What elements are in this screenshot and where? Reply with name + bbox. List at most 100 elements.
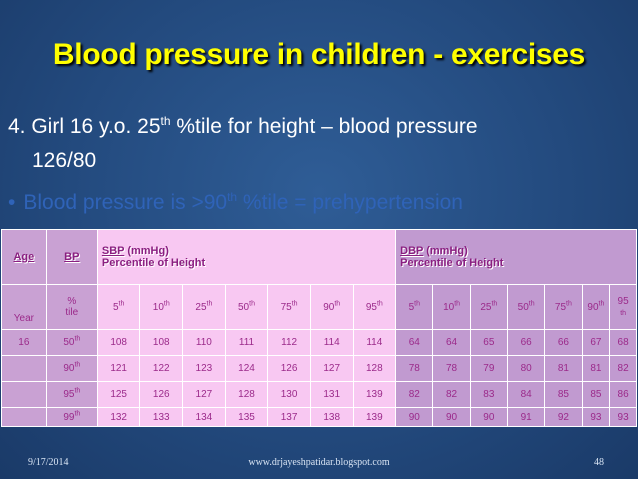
dbp-height-pct-75: 75th: [544, 284, 583, 330]
dbp-cell: 80: [506, 355, 546, 382]
dbp-cell: 65: [469, 329, 508, 356]
percentile-label: % tile: [45, 284, 98, 330]
sbp-cell: 126: [139, 381, 184, 408]
answer-text: Blood pressure is >90: [23, 191, 228, 214]
dbp-cell: 66: [506, 329, 546, 356]
sbp-cell: 135: [224, 407, 269, 427]
dbp-cell: 64: [432, 329, 471, 356]
bp-percentile-cell: 50th: [45, 329, 98, 356]
dbp-cell: 93: [609, 407, 637, 427]
height-pct-75: 75th: [267, 284, 311, 330]
age-cell: [1, 355, 47, 382]
dbp-cell: 92: [544, 407, 583, 427]
sbp-cell: 139: [352, 407, 397, 427]
dbp-cell: 64: [395, 329, 434, 356]
sbp-cell: 111: [224, 329, 269, 356]
sbp-cell: 127: [309, 355, 354, 382]
bp-percentile-cell: 90th: [45, 355, 98, 382]
bp-table: Age BP SBP (mmHg) Percentile of Height DB…: [1, 229, 637, 427]
age-cell: [1, 407, 47, 427]
height-pct-5: 5th: [96, 284, 141, 330]
dbp-cell: 67: [581, 329, 611, 356]
year-label: Year: [1, 284, 47, 330]
sbp-cell: 131: [309, 381, 354, 408]
dbp-cell: 91: [506, 407, 546, 427]
dbp-cell: 84: [506, 381, 546, 408]
exercise-line: 4. Girl 16 y.o. 25th %tile for height – …: [8, 112, 636, 142]
height-pct-10: 10th: [139, 284, 184, 330]
sbp-cell: 121: [96, 355, 141, 382]
sbp-cell: 112: [267, 329, 311, 356]
table-row: 99th 132 133 134 135 137 138 139 90 90 90 91 92 93 93: [1, 407, 637, 427]
sbp-cell: 123: [182, 355, 226, 382]
exercise-sup: th: [160, 114, 171, 128]
dbp-cell: 93: [581, 407, 611, 427]
dbp-cell: 81: [581, 355, 611, 382]
exercise-text-rest: %tile for height – blood pressure: [170, 115, 478, 138]
sbp-cell: 122: [139, 355, 184, 382]
dbp-height-pct-90: 90th: [581, 284, 611, 330]
sbp-cell: 124: [224, 355, 269, 382]
age-header: Age: [1, 229, 47, 285]
footer-date: 9/17/2014: [28, 457, 69, 468]
sbp-cell: 139: [352, 381, 397, 408]
dbp-cell: 82: [395, 381, 434, 408]
height-pct-90: 90th: [309, 284, 354, 330]
dbp-height-pct-25: 25th: [469, 284, 508, 330]
sbp-header: SBP (mmHg) Percentile of Height: [96, 229, 397, 285]
sbp-cell: 127: [182, 381, 226, 408]
slide-title: Blood pressure in children - exercises: [52, 38, 586, 71]
footer-url: www.drjayeshpatidar.blogspot.com: [248, 457, 390, 468]
bp-percentile-cell: 95th: [45, 381, 98, 408]
bp-percentile-cell: 99th: [45, 407, 98, 427]
dbp-height-pct-5: 5th: [395, 284, 434, 330]
dbp-cell: 81: [544, 355, 583, 382]
exercise-text: 4. Girl 16 y.o. 25: [8, 115, 161, 138]
sbp-cell: 125: [96, 381, 141, 408]
sbp-cell: 132: [96, 407, 141, 427]
table-row: 90th 121 122 123 124 126 127 128 78 78 79 80 81 81 82: [1, 355, 637, 382]
sbp-cell: 128: [224, 381, 269, 408]
age-cell: 16: [1, 329, 47, 356]
table-row: 95th 125 126 127 128 130 131 139 82 82 83 84 85 85 86: [1, 381, 637, 408]
dbp-cell: 78: [395, 355, 434, 382]
dbp-cell: 82: [432, 381, 471, 408]
sbp-cell: 126: [267, 355, 311, 382]
sbp-cell: 133: [139, 407, 184, 427]
answer-text-rest: %tile = prehypertension: [237, 191, 463, 214]
dbp-cell: 78: [432, 355, 471, 382]
dbp-cell: 90: [432, 407, 471, 427]
dbp-cell: 66: [544, 329, 583, 356]
exercise-bp-value: 126/80: [32, 149, 97, 172]
sbp-cell: 114: [309, 329, 354, 356]
table-header-row: Age BP SBP (mmHg) Percentile of Height DB…: [1, 229, 637, 285]
answer-line: • Blood pressure is >90th %tile = prehype…: [8, 190, 463, 216]
page-number: 48: [594, 457, 604, 468]
age-cell: [1, 381, 47, 408]
answer-sup: th: [227, 190, 238, 204]
dbp-cell: 79: [469, 355, 508, 382]
table-row: 16 50th 108 108 110 111 112 114 114 64 64 65 66 66 67 6…: [1, 329, 637, 356]
dbp-height-pct-50: 50th: [506, 284, 546, 330]
dbp-cell: 68: [609, 329, 637, 356]
sbp-cell: 134: [182, 407, 226, 427]
sbp-cell: 110: [182, 329, 226, 356]
table-subheader-row: Year % tile 5th 10th 25th 50th 75th 90th …: [1, 284, 637, 330]
sbp-cell: 137: [267, 407, 311, 427]
sbp-cell: 128: [352, 355, 397, 382]
dbp-cell: 86: [609, 381, 637, 408]
bp-header: BP: [45, 229, 98, 285]
sbp-cell: 114: [352, 329, 397, 356]
dbp-cell: 90: [469, 407, 508, 427]
height-pct-25: 25th: [182, 284, 226, 330]
dbp-cell: 82: [609, 355, 637, 382]
height-pct-50: 50th: [224, 284, 269, 330]
dbp-header: DBP (mmHg) Percentile of Height: [395, 229, 637, 285]
height-pct-95: 95th: [352, 284, 397, 330]
sbp-cell: 130: [267, 381, 311, 408]
sbp-cell: 108: [139, 329, 184, 356]
dbp-cell: 83: [469, 381, 508, 408]
dbp-cell: 85: [581, 381, 611, 408]
dbp-cell: 85: [544, 381, 583, 408]
